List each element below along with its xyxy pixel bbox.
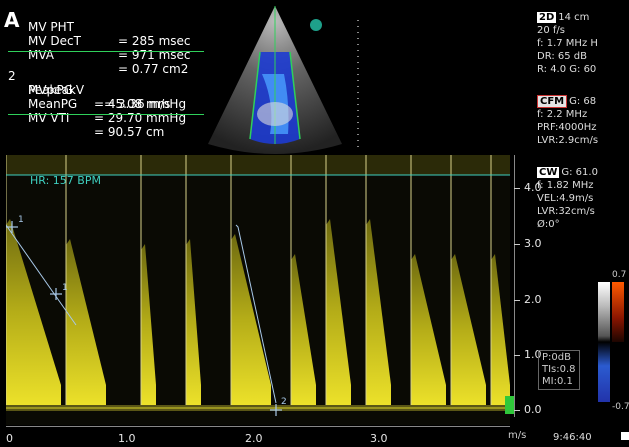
y-tick — [514, 410, 520, 411]
x-tick-label: 2.0 — [245, 432, 263, 445]
settings-line: LVR:2.9cm/s — [537, 135, 599, 146]
panel-letter: A — [4, 8, 20, 32]
cw-doppler-spectrum — [6, 155, 510, 425]
clock-time: 9:46:40 — [553, 432, 592, 443]
settings-line: DR: 65 dB — [537, 51, 587, 62]
power-index-box: P:0dB TIs:0.8 MI:0.1 — [538, 350, 580, 390]
measurement-value: = 3.36 m/s — [104, 97, 171, 111]
slope-measurement-line — [6, 224, 77, 326]
measurement-value: = 285 msec — [118, 34, 191, 48]
caliper-label: 1 — [62, 283, 68, 293]
y-tick — [514, 300, 520, 301]
settings-line: LVR:32cm/s — [537, 206, 595, 217]
y-tick — [514, 355, 520, 356]
pht-measurement-line — [235, 224, 277, 404]
measurement-row: MV VTI = 90.57 cm — [8, 97, 208, 153]
measurement-index: 2 — [8, 69, 16, 83]
settings-line: VEL:4.9m/s — [537, 193, 594, 204]
settings-line: f: 2.2 MHz — [537, 109, 588, 120]
velocity-unit-label: m/s — [508, 430, 527, 441]
measurement-key: MeanPG — [28, 97, 78, 111]
power-line: P:0dB — [542, 352, 571, 363]
settings-tag: CW — [537, 167, 560, 178]
measurement-key: MV PHT — [28, 20, 74, 34]
color-scale-bottom-label: -0.7 — [612, 402, 629, 412]
y-tick — [514, 244, 520, 245]
roi-outline — [249, 51, 301, 140]
valve-region — [257, 102, 293, 126]
settings-line: PRF:4000Hz — [537, 122, 597, 133]
settings-line: R: 4.0 G: 60 — [537, 64, 597, 75]
grayscale-bar — [598, 282, 610, 402]
velocity-axis — [514, 155, 515, 417]
power-line: MI:0.1 — [542, 376, 573, 387]
measurement-key: PeakPG — [28, 83, 74, 97]
doppler-envelope — [141, 244, 156, 405]
measurement-row: PeakPG = 45.08 mmHg — [8, 69, 208, 125]
heart-rate-label: HR: 157 BPM — [30, 174, 101, 187]
doppler-envelope — [366, 219, 391, 405]
settings-line: 14 cm — [558, 12, 590, 23]
separator-line — [8, 114, 204, 115]
doppler-envelope — [6, 219, 61, 405]
baseline-marker[interactable] — [505, 396, 514, 414]
caliper-label: 1 — [18, 215, 24, 225]
measurement-row: MV PHT = 285 msec — [8, 6, 208, 62]
doppler-envelope — [66, 239, 106, 405]
settings-tag: CFM — [537, 95, 568, 108]
color-scale-top-label: 0.7 — [612, 270, 627, 280]
status-indicator — [621, 432, 629, 440]
orientation-dot — [310, 19, 322, 31]
measurement-key: MV DecT — [28, 34, 81, 48]
measurement-row: 2 MVpeakV = 3.36 m/s — [8, 55, 208, 125]
y-tick-label: 2.0 — [524, 293, 542, 306]
doppler-envelope — [326, 219, 351, 405]
settings-cfm: CFM G: 68 f: 2.2 MHz PRF:4000Hz LVR:2.9cm… — [537, 95, 598, 147]
time-axis — [6, 426, 510, 427]
settings-tag: 2D — [537, 12, 557, 23]
doppler-envelope — [451, 254, 486, 405]
settings-2d: 2D 14 cm 20 f/s f: 1.7 MHz H DR: 65 dB R:… — [537, 11, 598, 76]
x-tick-label: 3.0 — [370, 432, 388, 445]
settings-line: 20 f/s — [537, 25, 566, 36]
power-line: TIs:0.8 — [542, 364, 576, 375]
depth-scale-dots — [357, 20, 359, 150]
color-velocity-scale — [612, 282, 624, 342]
x-tick-label: 1.0 — [118, 432, 136, 445]
y-tick-label: 4.0 — [524, 181, 542, 194]
doppler-envelope — [231, 234, 271, 405]
y-tick-label: 1.0 — [524, 348, 542, 361]
x-tick-label: 0 — [6, 432, 13, 445]
doppler-envelope — [411, 254, 446, 405]
caliper-label: 2 — [281, 397, 287, 407]
caliper-markers — [6, 221, 282, 416]
y-tick-label: 3.0 — [524, 237, 542, 250]
doppler-envelope — [291, 254, 316, 405]
doppler-envelope — [491, 254, 510, 405]
color-doppler-sector-image — [208, 6, 342, 154]
y-tick-label: 0.0 — [524, 403, 542, 416]
measurement-value: = 90.57 cm — [94, 125, 165, 139]
spectrum-top-band — [6, 155, 510, 175]
settings-line: Ø:0° — [537, 219, 560, 230]
measurement-value: = 45.08 mmHg — [94, 97, 187, 111]
measurement-key: MVpeakV — [28, 83, 85, 97]
settings-line: f: 1.82 MHz — [537, 180, 594, 191]
settings-line: f: 1.7 MHz H — [537, 38, 598, 49]
y-tick — [514, 188, 520, 189]
doppler-envelopes — [6, 155, 510, 405]
settings-cw: CW G: 61.0 f: 1.82 MHz VEL:4.9m/s LVR:32c… — [537, 166, 598, 231]
settings-line: G: 68 — [569, 96, 597, 107]
measurement-value: = 0.77 cm2 — [118, 62, 189, 76]
separator-line — [8, 51, 204, 52]
doppler-envelope — [186, 239, 201, 405]
settings-line: G: 61.0 — [561, 167, 598, 178]
